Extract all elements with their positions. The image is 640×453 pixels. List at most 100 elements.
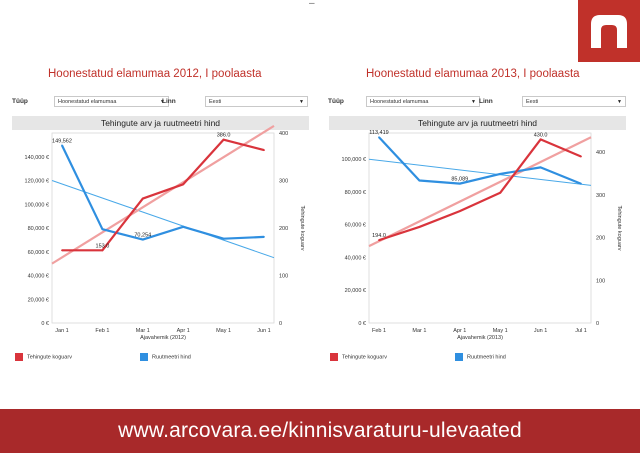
y-left-tick-label: 40,000 € bbox=[28, 274, 49, 280]
y-left-tick-label: 100,000 € bbox=[25, 202, 49, 208]
x-axis-label: Ajavahemik (2012) bbox=[140, 335, 186, 341]
chevron-down-icon: ▼ bbox=[299, 99, 304, 105]
chart-title: Tehingute arv ja ruutmeetri hind bbox=[12, 116, 309, 130]
y-left-tick-label: 80,000 € bbox=[28, 226, 49, 232]
price-data-point bbox=[499, 173, 502, 175]
legend-swatch-price bbox=[455, 353, 463, 361]
count-data-point bbox=[61, 249, 63, 252]
count-data-point bbox=[222, 138, 225, 141]
x-tick-label: Mar 1 bbox=[136, 328, 150, 334]
y-right-tick-label: 300 bbox=[279, 179, 288, 185]
price-data-point bbox=[141, 238, 144, 241]
panel-2012-title: Hoonestatud elamumaa 2012, I poolaasta bbox=[48, 68, 262, 80]
count-series-line bbox=[378, 138, 582, 242]
y-left-tick-label: 20,000 € bbox=[28, 297, 49, 303]
data-label: 153.0 bbox=[96, 243, 110, 249]
count-data-point bbox=[141, 197, 144, 200]
data-label: 70,254 bbox=[134, 233, 151, 239]
panel-2013-filters: Tüüp Hoonestatud elamumaa ▼ Linn Eesti ▼ bbox=[328, 96, 626, 110]
y-right-tick-label: 0 bbox=[596, 321, 599, 327]
data-label: 85,089 bbox=[451, 177, 468, 183]
price-series-line bbox=[61, 144, 265, 241]
data-label: 194.0 bbox=[372, 233, 386, 239]
y-left-tick-label: 0 € bbox=[358, 321, 366, 327]
city-select-value: Eesti bbox=[209, 99, 222, 105]
type-select[interactable]: Hoonestatud elamumaa ▼ bbox=[366, 96, 480, 107]
price-trend-line bbox=[368, 158, 592, 186]
x-tick-label: May 1 bbox=[216, 328, 231, 334]
count-data-point bbox=[182, 183, 185, 186]
y-left-tick-label: 0 € bbox=[41, 321, 49, 327]
city-label: Linn bbox=[479, 98, 493, 105]
count-trend-line bbox=[368, 136, 592, 248]
y-left-tick-label: 140,000 € bbox=[25, 155, 49, 161]
plot-area bbox=[51, 132, 275, 324]
price-data-point bbox=[458, 182, 461, 185]
arcovara-logo[interactable] bbox=[578, 0, 640, 62]
price-data-point bbox=[580, 182, 582, 185]
y-right-tick-label: 100 bbox=[596, 278, 605, 284]
chart-2013: Tehingute arv ja ruutmeetri hind 0 € 20,0… bbox=[329, 116, 626, 348]
data-label: 430.0 bbox=[534, 132, 548, 138]
legend-swatch-count bbox=[15, 353, 23, 361]
y-left-tick-label: 40,000 € bbox=[345, 255, 366, 261]
city-select-value: Eesti bbox=[526, 99, 539, 105]
y-right-axis-label: Tehingute koguarv bbox=[616, 206, 622, 251]
count-data-point bbox=[539, 138, 542, 141]
legend-price-label: Ruutmeetri hind bbox=[467, 354, 506, 361]
data-label: 386.0 bbox=[217, 133, 231, 139]
count-series-line bbox=[62, 138, 265, 252]
x-tick-label: Jul 1 bbox=[575, 328, 587, 334]
x-tick-label: Feb 1 bbox=[372, 328, 386, 334]
y-right-tick-label: 200 bbox=[279, 226, 288, 232]
y-right-tick-label: 200 bbox=[596, 236, 605, 242]
footer-url-banner[interactable]: www.arcovara.ee/kinnisvaraturu-ulevaated bbox=[0, 409, 640, 453]
x-tick-label: May 1 bbox=[493, 328, 508, 334]
x-tick-label: Apr 1 bbox=[453, 328, 466, 334]
y-right-tick-label: 400 bbox=[596, 150, 605, 156]
panel-2012-filters: Tüüp Hoonestatud elamumaa ▼ Linn Eesti ▼ bbox=[12, 96, 308, 110]
panel-2013-title: Hoonestatud elamumaa 2013, I poolaasta bbox=[366, 68, 580, 80]
legend-count[interactable]: Tehingute koguarv bbox=[15, 353, 72, 361]
city-select[interactable]: Eesti ▼ bbox=[522, 96, 626, 107]
arch-icon bbox=[591, 15, 627, 48]
legend-price[interactable]: Ruutmeetri hind bbox=[140, 353, 191, 361]
city-select[interactable]: Eesti ▼ bbox=[205, 96, 308, 107]
y-left-tick-label: 80,000 € bbox=[345, 190, 366, 196]
y-left-tick-label: 60,000 € bbox=[345, 223, 366, 229]
price-data-point bbox=[182, 225, 185, 228]
chart-title: Tehingute arv ja ruutmeetri hind bbox=[329, 116, 626, 130]
data-label: 149,562 bbox=[52, 138, 72, 144]
legend-swatch-price bbox=[140, 353, 148, 361]
chevron-down-icon: ▼ bbox=[471, 99, 476, 105]
legend-price[interactable]: Ruutmeetri hind bbox=[455, 353, 506, 361]
count-data-point bbox=[378, 239, 380, 242]
y-right-tick-label: 400 bbox=[279, 131, 288, 137]
count-data-point bbox=[263, 149, 265, 151]
x-tick-label: Apr 1 bbox=[177, 328, 190, 334]
type-select[interactable]: Hoonestatud elamumaa ▼ bbox=[54, 96, 169, 107]
legend-count-label: Tehingute koguarv bbox=[342, 354, 387, 361]
price-data-point bbox=[101, 228, 104, 231]
price-data-point bbox=[222, 237, 225, 240]
legend-count[interactable]: Tehingute koguarv bbox=[330, 353, 387, 361]
count-data-point bbox=[580, 155, 582, 158]
type-label: Tüüp bbox=[328, 98, 344, 105]
y-left-tick-label: 100,000 € bbox=[342, 157, 366, 163]
count-data-point bbox=[101, 249, 104, 252]
y-right-axis-label: Tehingute koguarv bbox=[299, 206, 305, 251]
chart-2012-plot: 0 € 20,000 € 40,000 € 60,000 € 80,000 € 100,0… bbox=[25, 124, 305, 341]
x-tick-label: Jan 1 bbox=[55, 328, 68, 334]
legend-price-label: Ruutmeetri hind bbox=[152, 354, 191, 361]
chart-2013-plot: 0 € 20,000 € 40,000 € 60,000 € 80,000 € 100,0… bbox=[342, 130, 622, 341]
x-tick-label: Mar 1 bbox=[412, 328, 426, 334]
chevron-down-icon: ▼ bbox=[617, 99, 622, 105]
type-select-value: Hoonestatud elamumaa bbox=[370, 99, 429, 105]
price-data-point bbox=[418, 179, 421, 182]
y-left-tick-label: 20,000 € bbox=[345, 288, 366, 294]
count-data-point bbox=[458, 210, 461, 213]
y-right-tick-label: 300 bbox=[596, 193, 605, 199]
legend-count-label: Tehingute koguarv bbox=[27, 354, 72, 361]
price-data-point bbox=[539, 166, 542, 169]
x-tick-label: Jun 1 bbox=[257, 328, 270, 334]
